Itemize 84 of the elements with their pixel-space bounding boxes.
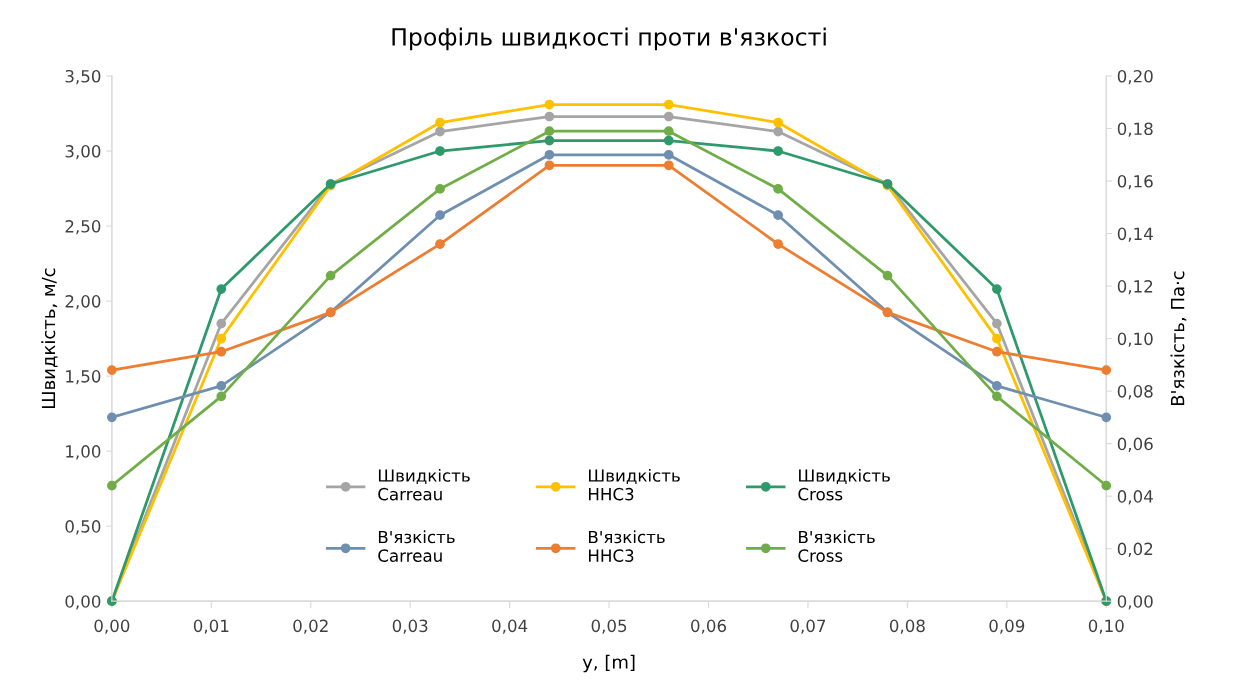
legend-label: Швидкість Carreau [378, 468, 470, 501]
x-axis-title: y, [m] [582, 654, 635, 673]
point [107, 365, 117, 375]
y2-tick-label: 0,14 [1117, 227, 1153, 242]
point [216, 318, 227, 329]
point [107, 412, 117, 423]
x-tick-label: 0,04 [492, 619, 528, 634]
y2-axis-title: В'язкість, Па·с [1170, 271, 1187, 406]
point [663, 111, 674, 122]
point [544, 99, 555, 110]
x-tick-label: 0,10 [1088, 619, 1124, 634]
point [992, 346, 1002, 357]
point [663, 135, 674, 146]
legend-label: В'язкість ННС3 [589, 530, 665, 562]
y-tick-label: 1,00 [66, 445, 101, 460]
point [544, 111, 555, 122]
point [1101, 365, 1112, 375]
point [663, 149, 674, 160]
y2-tick-label: 0,06 [1117, 437, 1153, 452]
chart-title: Профіль швидкості проти в'язкості [392, 27, 826, 51]
y2-tick-label: 0,08 [1117, 385, 1153, 400]
point [773, 126, 783, 137]
point [773, 210, 783, 221]
point [992, 284, 1002, 294]
y2-tick-label: 0,04 [1117, 490, 1153, 505]
y2-tick-label: 0,18 [1117, 122, 1153, 137]
y-tick-label: 2,50 [65, 220, 101, 235]
point [773, 184, 783, 194]
point [435, 210, 445, 221]
y-tick-label: 0,00 [65, 595, 101, 610]
x-tick-label: 0,06 [691, 619, 727, 634]
x-tick-label: 0,03 [392, 619, 428, 634]
point [435, 126, 445, 137]
point [216, 380, 227, 391]
y-tick-label: 0,50 [65, 520, 101, 535]
x-tick-label: 0,08 [889, 619, 925, 634]
point [216, 391, 227, 402]
y-axis-title: Швидкість, м/с [41, 268, 58, 408]
point [544, 149, 555, 160]
point [992, 391, 1002, 402]
x-tick-label: 0,05 [591, 619, 627, 634]
y-tick-label: 2,00 [65, 295, 101, 310]
point [435, 146, 445, 156]
point [773, 146, 783, 156]
point [773, 117, 783, 128]
point [435, 184, 445, 194]
y-tick-label: 1,50 [66, 370, 101, 385]
point [882, 270, 893, 281]
point [992, 333, 1002, 344]
y2-tick-label: 0,00 [1117, 595, 1153, 610]
point [544, 160, 555, 171]
point [544, 135, 555, 146]
point [216, 346, 227, 357]
point [107, 480, 117, 491]
y2-tick-label: 0,12 [1117, 280, 1153, 295]
y2-tick-label: 0,02 [1117, 542, 1153, 557]
y2-tick-label: 0,20 [1117, 69, 1153, 85]
point [992, 318, 1002, 329]
y-tick-label: 3,50 [65, 69, 101, 85]
point [325, 270, 336, 281]
point [663, 99, 674, 110]
legend-label: В'язкість Cross [798, 530, 875, 562]
x-tick-label: 0,07 [790, 619, 826, 634]
point [435, 117, 445, 128]
point [544, 126, 555, 137]
y2-tick-label: 0,10 [1117, 332, 1153, 347]
x-tick-label: 0,09 [989, 619, 1025, 634]
x-tick-label: 0,02 [293, 619, 328, 634]
point [663, 160, 674, 171]
y-tick-label: 3,00 [65, 145, 101, 160]
legend-label: Швидкість Cross [798, 468, 890, 501]
legend-label: В'язкість Carreau [378, 530, 455, 562]
legend-label: Швидкість ННС3 [589, 468, 680, 501]
point [773, 239, 783, 249]
y2-tick-label: 0,16 [1117, 175, 1153, 190]
point [663, 126, 674, 137]
point [1101, 480, 1112, 491]
x-tick-label: 0,00 [94, 619, 130, 634]
point [435, 239, 445, 249]
point [216, 333, 227, 344]
x-tick-label: 0,01 [193, 619, 229, 634]
point [992, 380, 1002, 391]
point [216, 284, 227, 294]
point [1101, 412, 1112, 423]
